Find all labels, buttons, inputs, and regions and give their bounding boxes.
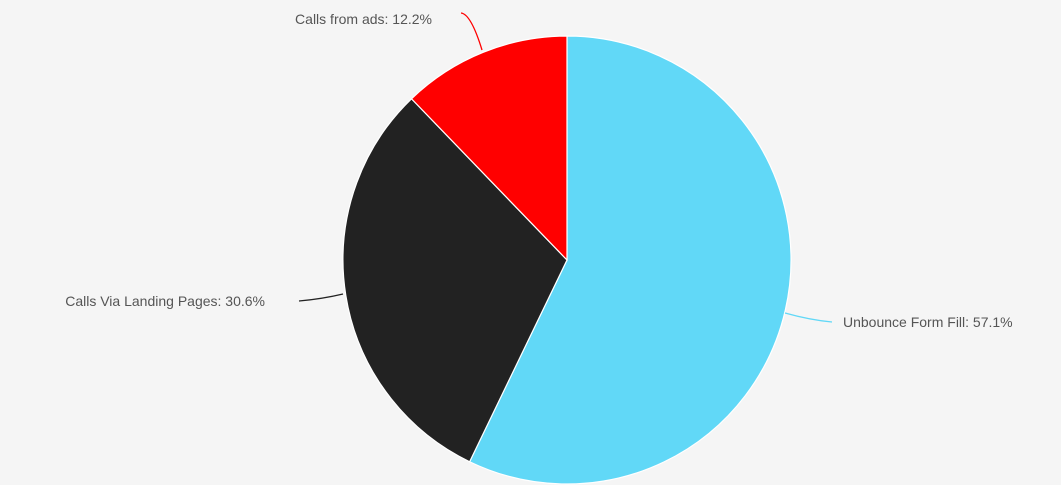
leader-lines [298, 12, 833, 323]
pie-slice-calls-via-landing-pages[interactable] [342, 97, 568, 463]
pie-slices [342, 35, 792, 485]
pie-slice-calls-from-ads[interactable] [410, 35, 568, 262]
slice-label-unbounce-form-fill: Unbounce Form Fill: 57.1% [843, 314, 1013, 330]
pie-slice-unbounce-form-fill[interactable] [468, 35, 792, 485]
slice-labels: Unbounce Form Fill: 57.1% Calls Via Landi… [65, 11, 1012, 330]
leader-line-calls-from-ads [460, 12, 483, 51]
slice-label-calls-from-ads: Calls from ads: 12.2% [295, 11, 432, 27]
leader-line-unbounce-form-fill [784, 312, 833, 323]
leader-line-calls-via-landing-pages [298, 293, 344, 302]
slice-label-calls-via-landing-pages: Calls Via Landing Pages: 30.6% [65, 293, 265, 309]
